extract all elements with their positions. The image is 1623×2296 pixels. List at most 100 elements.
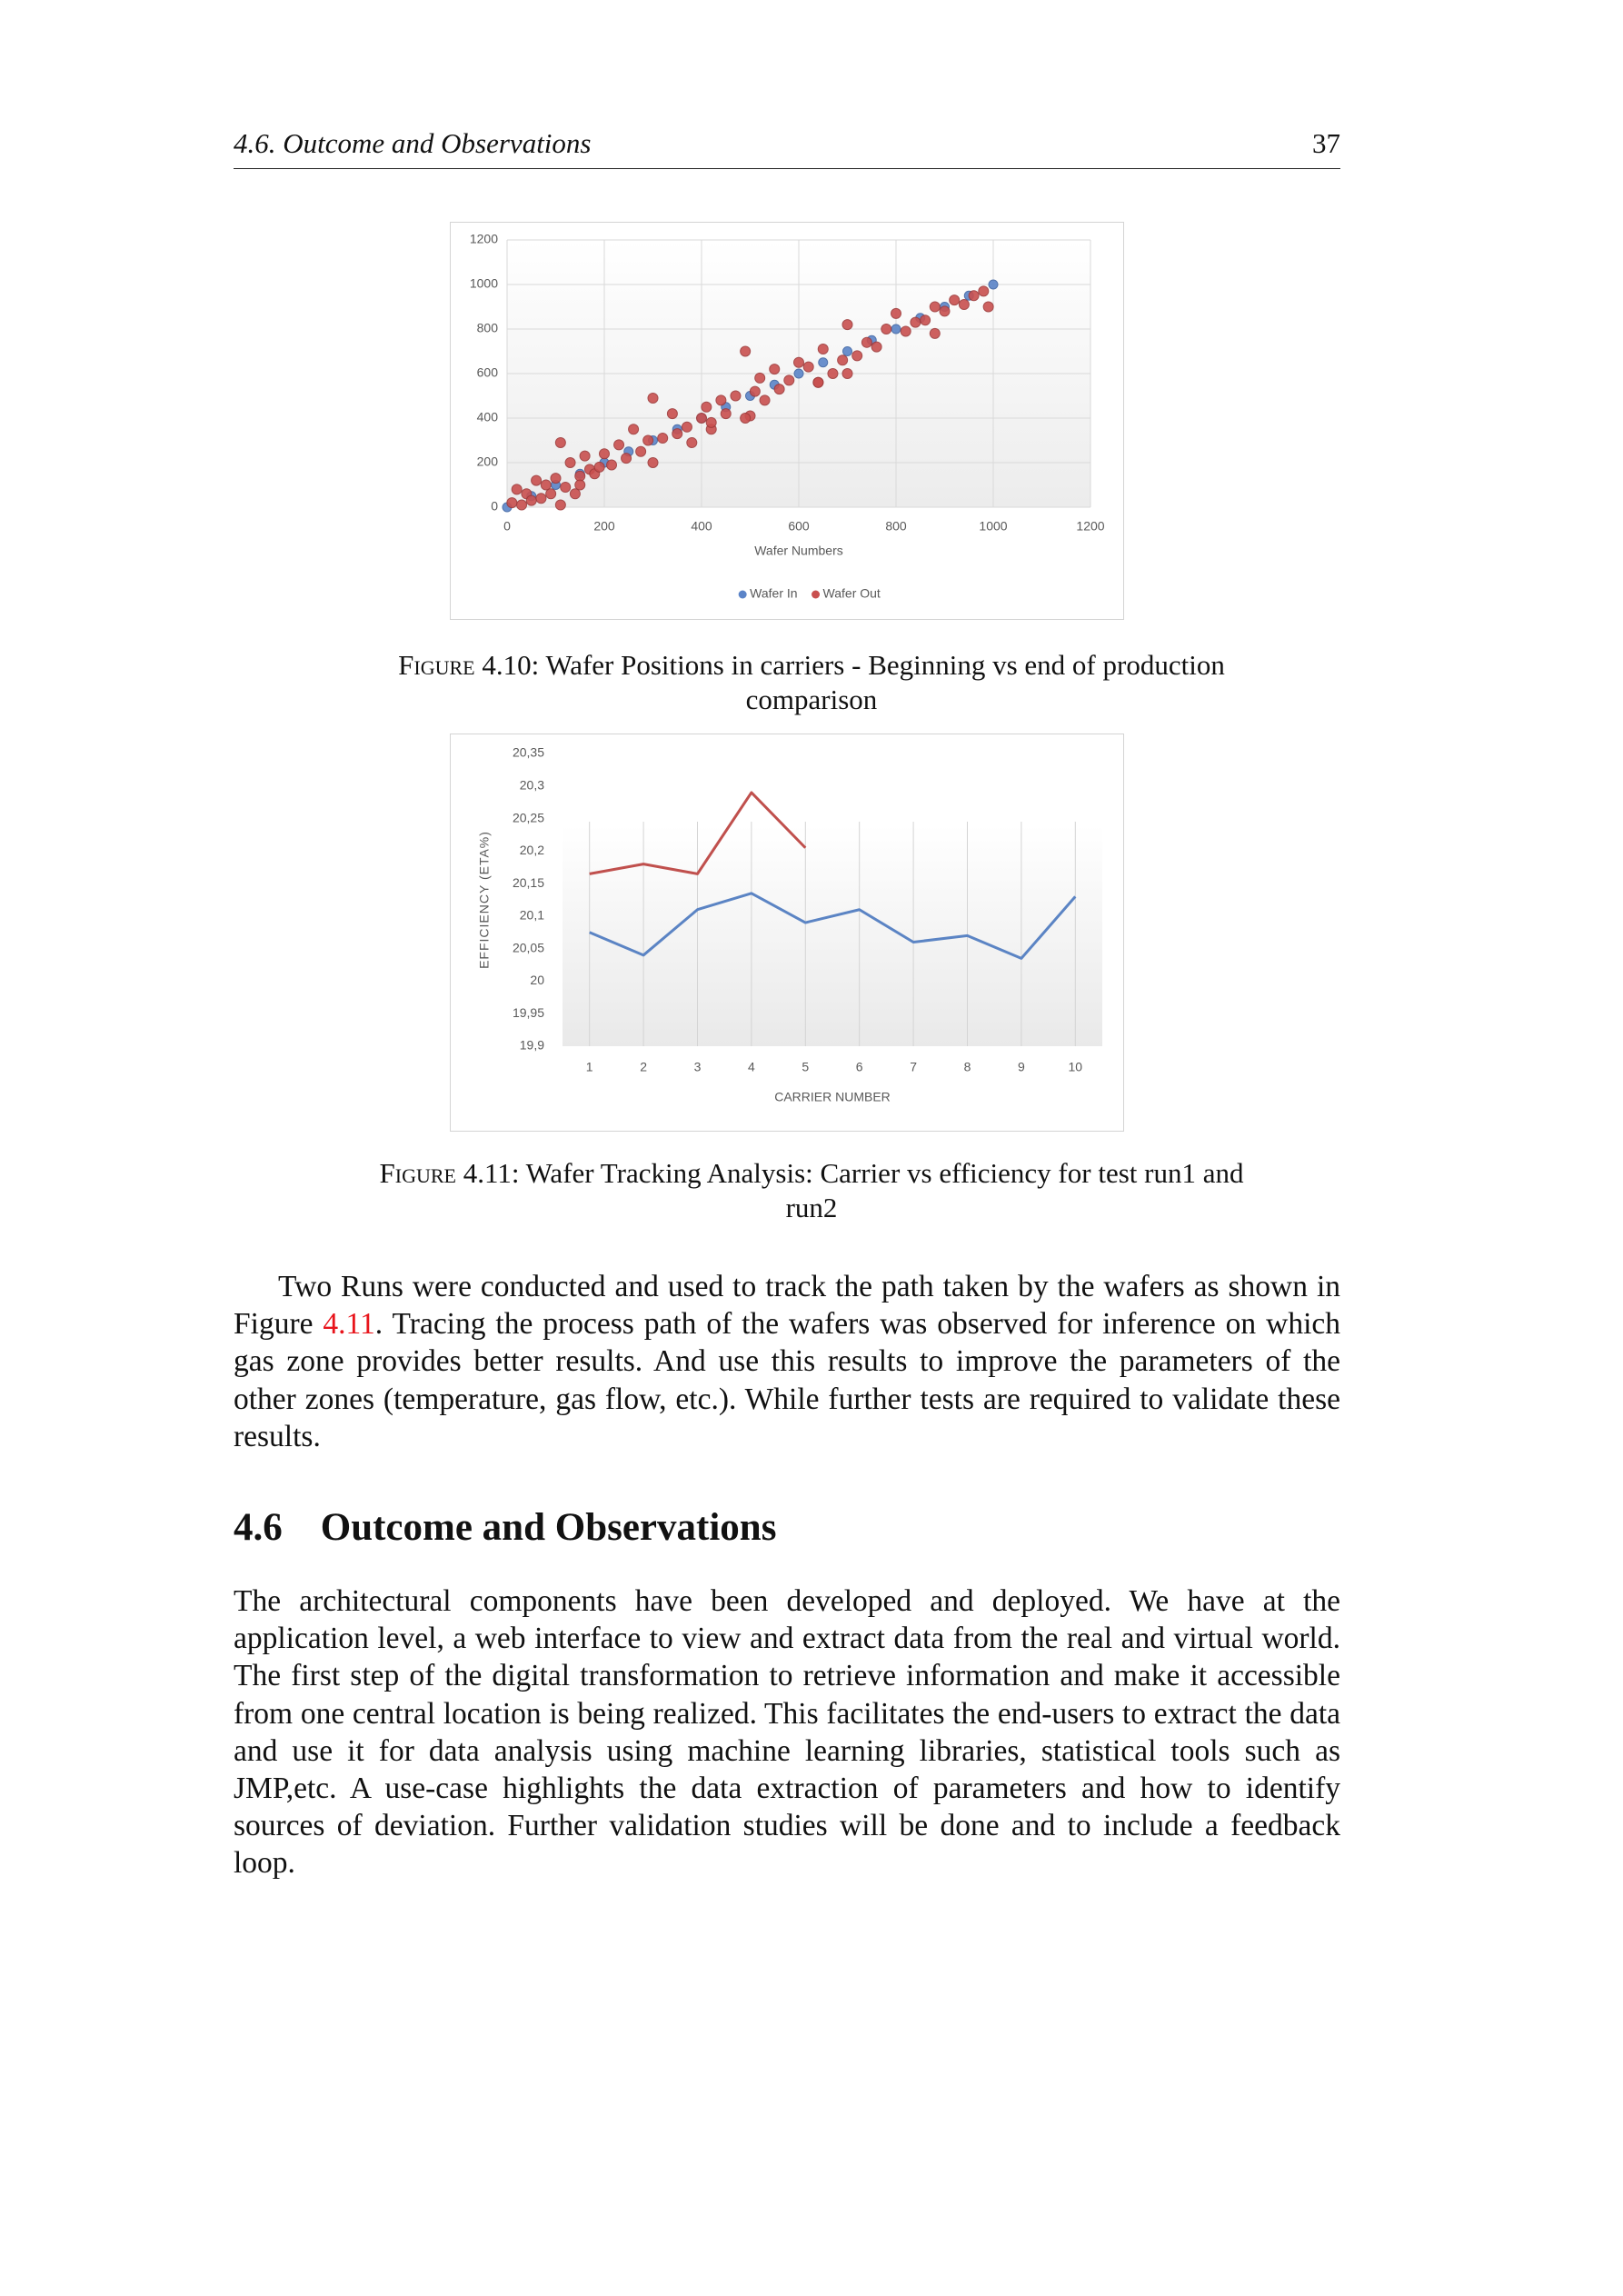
figure-link[interactable]: 4.11 xyxy=(323,1307,375,1342)
caption-text: Wafer Positions in carriers - Beginning … xyxy=(545,649,1225,715)
text: Two Runs were conducted and used to trac… xyxy=(234,1270,1340,1342)
x-tick-label: 1200 xyxy=(1076,519,1104,534)
point xyxy=(851,350,863,362)
point xyxy=(841,368,853,379)
point xyxy=(599,448,610,460)
point xyxy=(720,408,732,420)
point xyxy=(681,421,692,433)
y-tick-label: 1000 xyxy=(470,276,498,291)
x-tick-label: 9 xyxy=(1018,1060,1025,1074)
point xyxy=(740,413,752,424)
x-tick-label: 0 xyxy=(503,519,511,534)
x-tick-label: 800 xyxy=(885,519,907,534)
point xyxy=(531,474,543,486)
point xyxy=(900,325,911,337)
point xyxy=(939,305,951,317)
point xyxy=(802,361,814,373)
point xyxy=(569,488,581,500)
point xyxy=(730,390,742,402)
point xyxy=(958,299,970,311)
point xyxy=(545,488,557,500)
x-tick-label: 3 xyxy=(694,1060,702,1074)
legend-marker xyxy=(738,590,747,599)
caption-label: Figure 4.10: xyxy=(398,649,540,681)
y-tick-label: 20,3 xyxy=(520,777,544,792)
point xyxy=(606,459,618,471)
point xyxy=(666,408,678,420)
plot-background xyxy=(563,825,1102,1046)
point xyxy=(554,436,566,448)
y-tick-label: 19,95 xyxy=(513,1005,544,1020)
y-tick-label: 600 xyxy=(477,365,499,380)
caption: Figure 4.11: Wafer Tracking Analysis: Ca… xyxy=(363,1156,1260,1225)
point xyxy=(749,385,761,397)
y-tick-label: 20,35 xyxy=(513,745,544,760)
point xyxy=(715,394,727,406)
point xyxy=(593,461,605,473)
point xyxy=(516,499,528,511)
line-chart: 19,9 19,95 20 20,05 20,1 20,15 20,2 20,25 20,3 20… xyxy=(450,734,1124,1132)
x-tick-label: 600 xyxy=(788,519,810,534)
x-tick-label: 400 xyxy=(691,519,712,534)
point xyxy=(579,450,591,462)
legend-label: Wafer In xyxy=(750,586,797,601)
point xyxy=(672,428,683,440)
point xyxy=(773,384,785,395)
point xyxy=(842,346,852,356)
point xyxy=(891,324,901,334)
y-tick-label: 200 xyxy=(477,454,499,469)
y-tick-label: 20,2 xyxy=(520,843,544,857)
point xyxy=(783,374,795,386)
point xyxy=(560,481,572,493)
y-axis-label: EFFICIENCY (ETA%) xyxy=(477,831,492,969)
legend-label: Wafer Out xyxy=(823,586,881,601)
point xyxy=(793,356,804,368)
point xyxy=(506,497,518,509)
page-number: 37 xyxy=(1312,127,1340,159)
point xyxy=(818,357,829,368)
point xyxy=(574,479,586,491)
point xyxy=(817,344,829,355)
x-tick-label: 8 xyxy=(964,1060,971,1074)
point xyxy=(881,324,892,334)
point xyxy=(841,319,853,331)
point xyxy=(812,376,824,388)
caption: Figure 4.10: Wafer Positions in carriers… xyxy=(363,648,1260,717)
point xyxy=(628,424,640,435)
y-tick-label: 20,15 xyxy=(513,875,544,890)
point xyxy=(769,364,781,375)
point xyxy=(613,439,625,451)
section-number: 4.6 xyxy=(234,1506,283,1549)
point xyxy=(647,457,659,468)
x-tick-label: 10 xyxy=(1069,1060,1083,1074)
point xyxy=(554,499,566,511)
legend-marker xyxy=(812,590,821,599)
y-tick-label: 19,9 xyxy=(520,1038,544,1053)
point xyxy=(540,479,552,491)
y-tick-label: 20,05 xyxy=(513,940,544,954)
point xyxy=(988,279,999,290)
point xyxy=(827,368,839,379)
y-tick-label: 400 xyxy=(477,410,499,424)
point xyxy=(978,285,990,297)
y-tick-label: 800 xyxy=(477,321,499,335)
header-rule xyxy=(234,168,1340,169)
point xyxy=(642,434,654,446)
point xyxy=(701,401,712,413)
caption-text: Wafer Tracking Analysis: Carrier vs effi… xyxy=(525,1157,1244,1223)
x-tick-label: 6 xyxy=(856,1060,863,1074)
line xyxy=(589,791,807,875)
point xyxy=(564,457,576,468)
point xyxy=(910,316,921,328)
point xyxy=(929,327,941,339)
point xyxy=(740,345,752,357)
y-tick-label: 1200 xyxy=(470,232,498,246)
x-tick-label: 2 xyxy=(640,1060,647,1074)
section-heading: 4.6 Outcome and Observations xyxy=(234,1505,776,1550)
x-tick-label: 200 xyxy=(593,519,615,534)
point xyxy=(793,368,804,379)
point xyxy=(754,372,766,384)
scatter-chart: 0 200 400 600 800 1000 1200 0 200 400 600 800 1000 12… xyxy=(450,222,1124,620)
x-tick-label: 5 xyxy=(802,1060,809,1074)
point xyxy=(837,354,849,366)
